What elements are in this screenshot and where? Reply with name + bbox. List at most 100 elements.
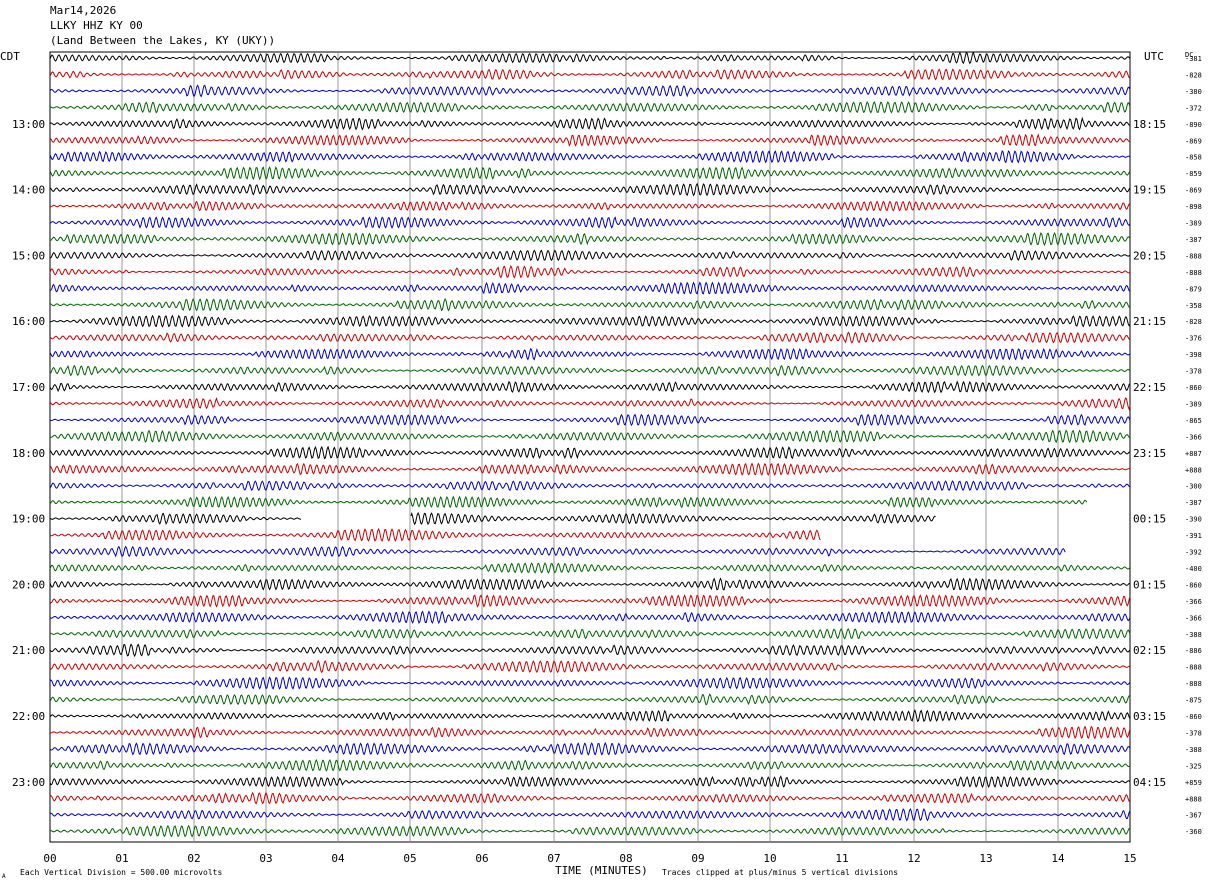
- trace-line: [49, 216, 1131, 229]
- dc-offset-label: -888: [1185, 269, 1202, 277]
- left-hour-label: 15:00: [12, 249, 45, 262]
- corner-mark: A: [2, 873, 6, 880]
- dc-offset-label: -380: [1185, 88, 1202, 96]
- right-hour-label: 04:15: [1133, 776, 1166, 789]
- dc-offset-label: -860: [1185, 384, 1202, 392]
- x-tick-label: 02: [187, 852, 200, 865]
- left-hour-labels: 13:00 14:00 15:00 16:00 17:00 18:00 19:00 20:00…: [12, 118, 45, 789]
- left-hour-label: 21:00: [12, 644, 45, 657]
- trace-line: [49, 364, 1131, 377]
- right-hour-label: 21:15: [1133, 315, 1166, 328]
- dc-offset-label: -898: [1185, 203, 1202, 211]
- trace-line: [49, 166, 1131, 181]
- right-timezone-label: UTC: [1144, 50, 1164, 63]
- trace-line: [49, 182, 1131, 197]
- x-axis-label: TIME (MINUTES): [555, 864, 648, 877]
- x-tick-label: 04: [331, 852, 345, 865]
- x-tick-label: 05: [403, 852, 416, 865]
- dc-offset-label: -400: [1185, 565, 1202, 573]
- trace-line: [49, 231, 1131, 247]
- trace-line: [49, 264, 1131, 279]
- trace-line: [49, 527, 821, 542]
- dc-offset-label: -875: [1185, 697, 1202, 705]
- x-tick-label: 09: [691, 852, 704, 865]
- dc-offset-label: -387: [1185, 236, 1202, 244]
- left-hour-label: 17:00: [12, 381, 45, 394]
- clip-note: Traces clipped at plus/minus 5 vertical …: [662, 868, 898, 877]
- trace-line: [49, 84, 1131, 98]
- dc-offset-label: -828: [1185, 71, 1202, 79]
- trace-line: [49, 68, 1131, 81]
- dc-offset-label: -398: [1185, 351, 1202, 359]
- dc-offset-label: -389: [1185, 400, 1202, 408]
- trace-line: [49, 200, 1131, 212]
- dc-offset-label: -869: [1185, 137, 1202, 145]
- dc-offset-label: -860: [1185, 713, 1202, 721]
- left-hour-label: 16:00: [12, 315, 45, 328]
- trace-line: [49, 791, 1131, 805]
- dc-offset-label: -890: [1185, 121, 1202, 129]
- dc-offset-label: -859: [1185, 170, 1202, 178]
- dc-offset-label: -300: [1185, 483, 1202, 491]
- right-hour-label: 20:15: [1133, 249, 1166, 262]
- trace-line: [49, 741, 1131, 756]
- dc-offset-label: -376: [1185, 335, 1202, 343]
- trace-line: [49, 643, 1131, 658]
- trace-line: [49, 116, 1131, 131]
- trace-line: [49, 807, 1131, 822]
- trace-line: [49, 709, 1131, 723]
- left-hour-label: 19:00: [12, 513, 45, 526]
- trace-line: [49, 610, 1131, 625]
- trace-line: [49, 101, 1131, 114]
- dc-offset-label: -888: [1185, 680, 1202, 688]
- dc-offset-label: +859: [1185, 779, 1202, 787]
- x-tick-label: 14: [1051, 852, 1065, 865]
- dc-offset-label: -879: [1185, 285, 1202, 293]
- trace-line: [49, 659, 1131, 674]
- x-tick-label: 00: [43, 852, 56, 865]
- right-hour-label: 03:15: [1133, 710, 1166, 723]
- dc-offset-label: -860: [1185, 581, 1202, 589]
- trace-line: [49, 577, 1131, 591]
- trace-line: [49, 676, 1131, 690]
- right-hour-label: 22:15: [1133, 381, 1166, 394]
- left-hour-label: 23:00: [12, 776, 45, 789]
- trace-line: [49, 775, 1131, 789]
- plot-frame: [49, 51, 1131, 843]
- right-hour-label: 00:15: [1133, 513, 1166, 526]
- trace-line: [49, 511, 936, 526]
- left-hour-label: 22:00: [12, 710, 45, 723]
- dc-offset-label: -388: [1185, 631, 1202, 639]
- left-hour-label: 20:00: [12, 578, 45, 591]
- trace-line: [49, 495, 1088, 509]
- right-hour-label: 18:15: [1133, 118, 1166, 131]
- right-hour-label: 19:15: [1133, 184, 1166, 197]
- dc-offset-label: -378: [1185, 729, 1202, 737]
- dc-offset-label: -828: [1185, 318, 1202, 326]
- time-grid: [49, 51, 1131, 843]
- trace-line: [50, 725, 1131, 740]
- right-hour-labels: 18:15 19:15 20:15 21:15 22:15 23:15 00:15 01:15…: [1133, 118, 1166, 789]
- x-tick-label: 10: [763, 852, 776, 865]
- dc-offset-label: -378: [1185, 368, 1202, 376]
- scale-note: Each Vertical Division = 500.00 microvol…: [20, 868, 222, 877]
- dc-offset-label: -390: [1185, 516, 1202, 524]
- x-tick-label: 07: [547, 852, 560, 865]
- trace-line: [49, 480, 1131, 492]
- x-tick-label: 08: [619, 852, 632, 865]
- dc-offset-label: -388: [1185, 746, 1202, 754]
- trace-line: [49, 594, 1131, 608]
- date-label: Mar14,2026: [50, 4, 117, 17]
- trace-line: [49, 562, 1131, 574]
- x-tick-label: 06: [475, 852, 488, 865]
- x-tick-label: 01: [115, 852, 128, 865]
- right-hour-label: 02:15: [1133, 644, 1166, 657]
- dc-offset-label: -366: [1185, 433, 1202, 441]
- trace-line: [49, 429, 1131, 444]
- dc-offset-label: -372: [1185, 104, 1202, 112]
- seismic-traces: [49, 51, 1131, 838]
- trace-line: [49, 149, 1131, 164]
- trace-line: [49, 331, 1131, 344]
- trace-line: [49, 281, 1131, 295]
